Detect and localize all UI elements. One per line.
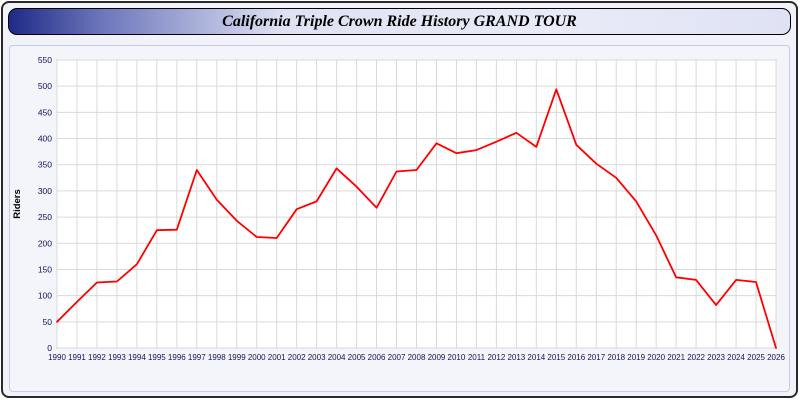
chart-title: California Triple Crown Ride History GRA… [222,12,577,30]
x-axis-tick-label: 2023 [707,353,725,362]
x-axis-tick-label: 2012 [487,353,505,362]
y-axis-tick-label: 50 [43,317,53,327]
x-axis-tick-label: 1999 [228,353,246,362]
x-axis-tick-label: 1991 [68,353,86,362]
x-axis-tick-label: 1998 [208,353,226,362]
x-axis-tick-label: 2008 [408,353,426,362]
x-axis-tick-label: 2026 [767,353,785,362]
y-axis-tick-label: 100 [38,291,52,301]
x-axis-tick-label: 2025 [747,353,765,362]
x-axis-tick-label: 1990 [48,353,66,362]
x-axis-tick-label: 2018 [607,353,625,362]
y-axis-tick-label: 300 [38,186,52,196]
x-axis-tick-label: 2010 [448,353,466,362]
x-axis-tick-label: 2022 [687,353,705,362]
chart-panel: 0 50 100 150 200 250 300 350 400 450 500 550 1990 199… [9,45,790,392]
x-axis-tick-label: 2020 [647,353,665,362]
y-axis-tick-label: 200 [38,238,52,248]
chart-title-bar: California Triple Crown Ride History GRA… [8,8,791,35]
x-axis-tick-label: 1994 [128,353,146,362]
x-axis-tick-label: 2014 [527,353,545,362]
x-axis-tick-label: 1996 [168,353,186,362]
x-axis-tick-label: 2002 [288,353,306,362]
x-axis-tick-label: 2001 [268,353,286,362]
y-axis-tick-label: 250 [38,212,52,222]
y-axis-tick-label: 350 [38,160,52,170]
x-axis-tick-label: 2007 [388,353,406,362]
x-axis-tick-label: 1995 [148,353,166,362]
x-axis-tick-label: 2015 [547,353,565,362]
x-axis-tick-label: 2019 [627,353,645,362]
y-axis-tick-label: 550 [38,55,52,65]
riders-data-line [56,88,777,349]
x-axis-tick-label: 2006 [368,353,386,362]
x-axis-tick-label: 2016 [567,353,585,362]
x-axis-tick-label: 2005 [348,353,366,362]
x-axis-tick-label: 2013 [507,353,525,362]
x-axis-tick-label: 2003 [308,353,326,362]
x-axis-tick-label: 2004 [328,353,346,362]
x-axis-tick-label: 1992 [88,353,106,362]
x-axis-tick-label: 1997 [188,353,206,362]
y-axis-tick-label: 400 [38,134,52,144]
x-axis-tick-label: 1993 [108,353,126,362]
y-axis-tick-label: 150 [38,264,52,274]
y-axis-tick-label: 450 [38,107,52,117]
x-axis-tick-label: 2000 [248,353,266,362]
y-axis-title: Riders [12,189,23,219]
x-axis-tick-label: 2021 [667,353,685,362]
x-axis-tick-label: 2009 [428,353,446,362]
x-axis-tick-label: 2011 [468,353,486,362]
y-axis-tick-label: 0 [47,343,52,353]
x-axis-tick-label: 2017 [587,353,605,362]
x-axis-tick-label: 2024 [727,353,745,362]
y-axis-tick-label: 500 [38,81,52,91]
